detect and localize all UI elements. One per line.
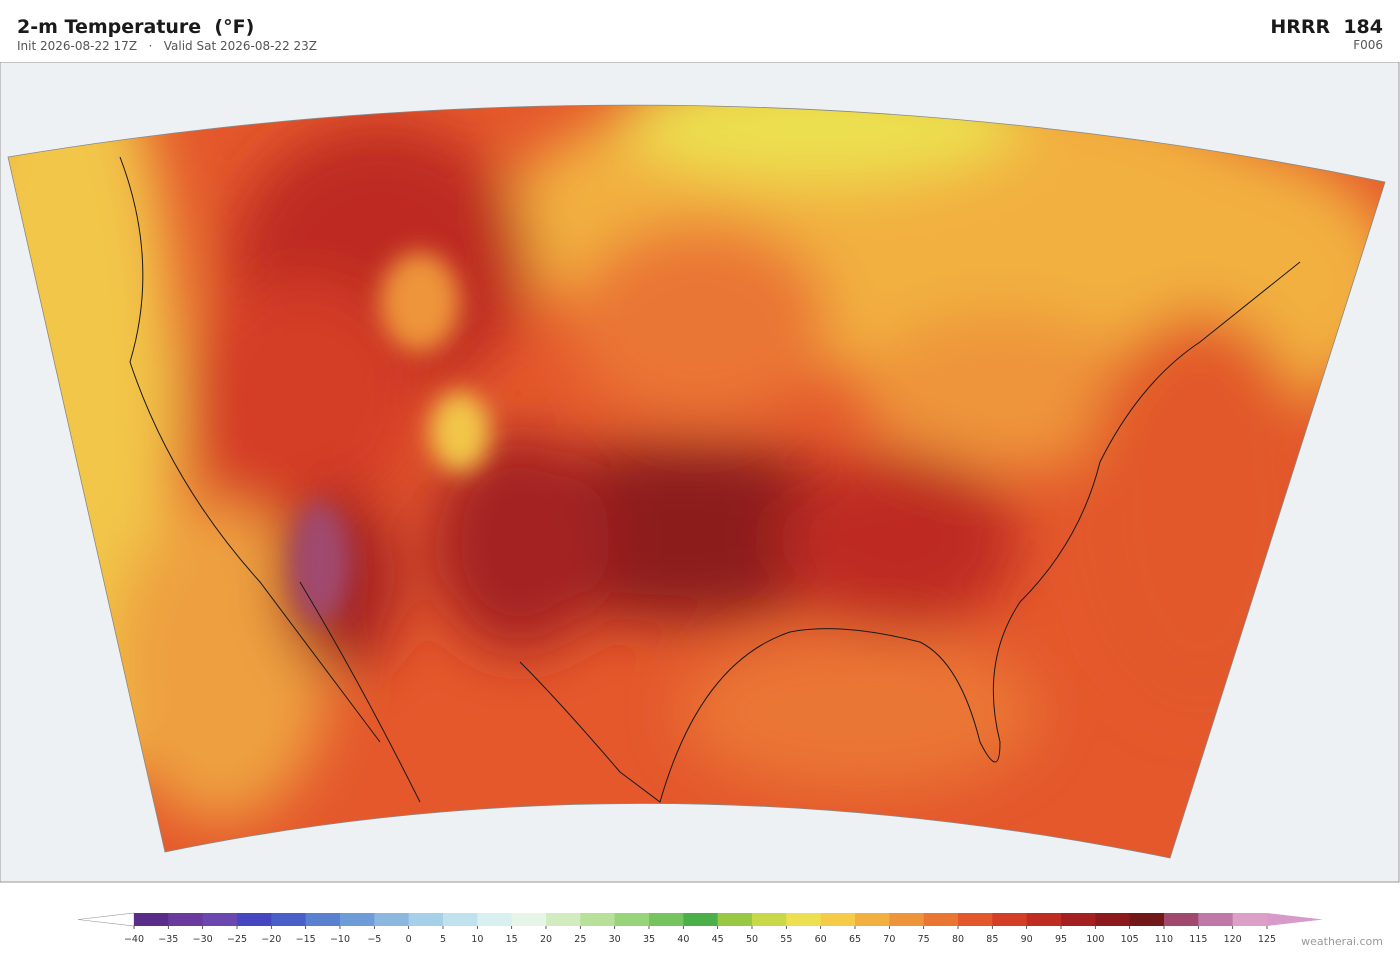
colorbar-over bbox=[1267, 913, 1323, 926]
tick-label: −40 bbox=[124, 934, 144, 945]
colorbar-segment bbox=[1095, 913, 1131, 926]
colorbar-segment bbox=[683, 913, 719, 926]
colorbar-segment bbox=[958, 913, 993, 926]
colorbar-segment bbox=[649, 913, 684, 926]
colorbar-segment bbox=[614, 913, 650, 926]
colorbar-segment bbox=[717, 913, 753, 926]
colorbar-segment bbox=[134, 913, 169, 926]
colorbar-segment bbox=[923, 913, 959, 926]
colorbar-segment bbox=[1129, 913, 1165, 926]
tick-label: −20 bbox=[261, 934, 281, 945]
map-subtitle: Init 2026-08-22 17Z · Valid Sat 2026-08-… bbox=[17, 39, 318, 53]
colorbar-segment bbox=[820, 913, 856, 926]
tick-label: 100 bbox=[1086, 934, 1104, 945]
colorbar-segment bbox=[408, 913, 444, 926]
colorbar-segment bbox=[168, 913, 204, 926]
map bbox=[0, 62, 1400, 883]
tick-label: −30 bbox=[193, 934, 213, 945]
colorbar-segment bbox=[992, 913, 1028, 926]
tick-label: 15 bbox=[506, 934, 518, 945]
colorbar-under bbox=[77, 912, 135, 927]
colorbar-segment bbox=[340, 913, 375, 926]
colorbar-segment bbox=[1198, 913, 1234, 926]
tick-label: 65 bbox=[849, 934, 861, 945]
coastline bbox=[119, 156, 1301, 803]
colorbar-segment bbox=[546, 913, 581, 926]
model-name: HRRR 184 bbox=[1270, 16, 1383, 38]
tick-label: 30 bbox=[609, 934, 621, 945]
tick-label: 10 bbox=[471, 934, 483, 945]
tick-label: 120 bbox=[1224, 934, 1242, 945]
colorbar-segment bbox=[752, 913, 787, 926]
colorbar-segment bbox=[271, 913, 307, 926]
tick-label: 75 bbox=[918, 934, 930, 945]
tick-label: −10 bbox=[330, 934, 350, 945]
tick-label: 125 bbox=[1258, 934, 1276, 945]
tick-label: 40 bbox=[677, 934, 689, 945]
tick-label: 0 bbox=[406, 934, 412, 945]
colorbar-segment bbox=[1232, 913, 1268, 926]
tick-label: 20 bbox=[540, 934, 552, 945]
tick-label: 60 bbox=[815, 934, 827, 945]
tick-label: 110 bbox=[1155, 934, 1173, 945]
tick-label: 80 bbox=[952, 934, 964, 945]
colorbar-segment bbox=[237, 913, 272, 926]
credit: weatherai.com bbox=[1301, 935, 1383, 948]
colorbar-segment bbox=[374, 913, 410, 926]
tick-label: 70 bbox=[883, 934, 895, 945]
colorbar-segment bbox=[1061, 913, 1096, 926]
colorbar-segment bbox=[580, 913, 616, 926]
tick-label: 90 bbox=[1021, 934, 1033, 945]
colorbar-segment bbox=[1026, 913, 1062, 926]
tick-label: 115 bbox=[1189, 934, 1207, 945]
colorbar: −40 −35 −30 −25 −20 −15 −10 −5 0 5 10 15 20 25 30 35 40 4… bbox=[77, 912, 1323, 945]
tick-label: −35 bbox=[158, 934, 178, 945]
tick-label: 85 bbox=[986, 934, 998, 945]
tick-label: 45 bbox=[712, 934, 724, 945]
colorbar-segment bbox=[202, 913, 238, 926]
colorbar-segment bbox=[1164, 913, 1199, 926]
tick-label: −25 bbox=[227, 934, 247, 945]
tick-label: 95 bbox=[1055, 934, 1067, 945]
colorbar-segment bbox=[855, 913, 890, 926]
colorbar-segment bbox=[305, 913, 341, 926]
tick-label: 105 bbox=[1121, 934, 1139, 945]
map-title: 2-m Temperature (°F) bbox=[17, 16, 255, 38]
tick-label: 25 bbox=[574, 934, 586, 945]
colorbar-segment bbox=[443, 913, 478, 926]
tick-label: 55 bbox=[780, 934, 792, 945]
tick-label: 35 bbox=[643, 934, 655, 945]
colorbar-segment bbox=[889, 913, 925, 926]
tick-label: −5 bbox=[367, 934, 381, 945]
temperature-field bbox=[8, 105, 1385, 858]
colorbar-segment bbox=[511, 913, 547, 926]
forecast-hour: F006 bbox=[1353, 38, 1383, 52]
colorbar-segment bbox=[477, 913, 513, 926]
colorbar-segment bbox=[786, 913, 822, 926]
tick-label: −15 bbox=[296, 934, 316, 945]
tick-label: 50 bbox=[746, 934, 758, 945]
tick-label: 5 bbox=[440, 934, 446, 945]
